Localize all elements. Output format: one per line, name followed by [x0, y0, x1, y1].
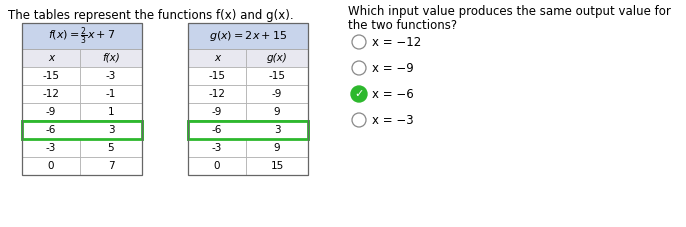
Text: -3: -3 [212, 143, 222, 153]
Text: x = −3: x = −3 [372, 114, 414, 126]
Text: -12: -12 [43, 89, 60, 99]
Bar [188, 85, 246, 103]
Bar [188, 103, 246, 121]
Text: -15: -15 [268, 71, 285, 81]
Bar [22, 121, 80, 139]
Text: 9: 9 [274, 143, 281, 153]
Text: $f(x)=\frac{2}{3}x+7$: $f(x)=\frac{2}{3}x+7$ [48, 25, 116, 47]
Text: 15: 15 [270, 161, 283, 171]
Text: -3: -3 [46, 143, 56, 153]
Text: 5: 5 [108, 143, 115, 153]
Text: the two functions?: the two functions? [348, 19, 457, 32]
Bar [22, 103, 80, 121]
Bar [188, 121, 308, 139]
Text: g(x): g(x) [267, 53, 287, 63]
Bar [22, 85, 80, 103]
Text: $g(x)=2x+15$: $g(x)=2x+15$ [209, 29, 287, 43]
Bar [80, 67, 142, 85]
Text: -6: -6 [212, 125, 222, 135]
Bar [246, 139, 308, 157]
Text: x: x [214, 53, 220, 63]
Text: -12: -12 [209, 89, 226, 99]
Text: -15: -15 [43, 71, 60, 81]
Text: 1: 1 [108, 107, 115, 117]
Text: ✓: ✓ [354, 89, 364, 99]
Bar [188, 23, 308, 49]
Bar [22, 49, 80, 67]
Bar [80, 121, 142, 139]
Text: Which input value produces the same output value for: Which input value produces the same outp… [348, 5, 671, 18]
Text: The tables represent the functions f(x) and g(x).: The tables represent the functions f(x) … [8, 9, 294, 22]
Text: -3: -3 [106, 71, 116, 81]
Text: 3: 3 [274, 125, 281, 135]
Bar [22, 121, 142, 139]
Bar [188, 121, 246, 139]
Bar [246, 67, 308, 85]
Bar [188, 139, 246, 157]
Bar [22, 139, 80, 157]
Bar [188, 49, 246, 67]
Bar [188, 157, 246, 175]
Bar [80, 139, 142, 157]
Bar [80, 157, 142, 175]
Text: -9: -9 [212, 107, 222, 117]
Bar [246, 157, 308, 175]
Bar [246, 121, 308, 139]
Text: 0: 0 [48, 161, 54, 171]
Text: x = −9: x = −9 [372, 62, 414, 74]
Text: 3: 3 [108, 125, 115, 135]
Text: -9: -9 [272, 89, 282, 99]
Text: x: x [48, 53, 54, 63]
Text: 7: 7 [108, 161, 115, 171]
Bar [80, 85, 142, 103]
Bar [246, 49, 308, 67]
Bar [22, 67, 80, 85]
Text: -15: -15 [209, 71, 226, 81]
Text: x = −12: x = −12 [372, 35, 421, 49]
Circle shape [351, 86, 367, 102]
Bar [80, 49, 142, 67]
Text: x = −6: x = −6 [372, 87, 414, 101]
Bar [80, 103, 142, 121]
Text: 0: 0 [214, 161, 220, 171]
Bar [188, 23, 308, 175]
Bar [22, 157, 80, 175]
Bar [188, 67, 246, 85]
Text: -1: -1 [106, 89, 116, 99]
Text: 9: 9 [274, 107, 281, 117]
Text: -6: -6 [46, 125, 56, 135]
Text: f(x): f(x) [102, 53, 120, 63]
Bar [22, 23, 142, 49]
Bar [246, 85, 308, 103]
Bar [246, 103, 308, 121]
Bar [22, 23, 142, 175]
Text: -9: -9 [46, 107, 56, 117]
